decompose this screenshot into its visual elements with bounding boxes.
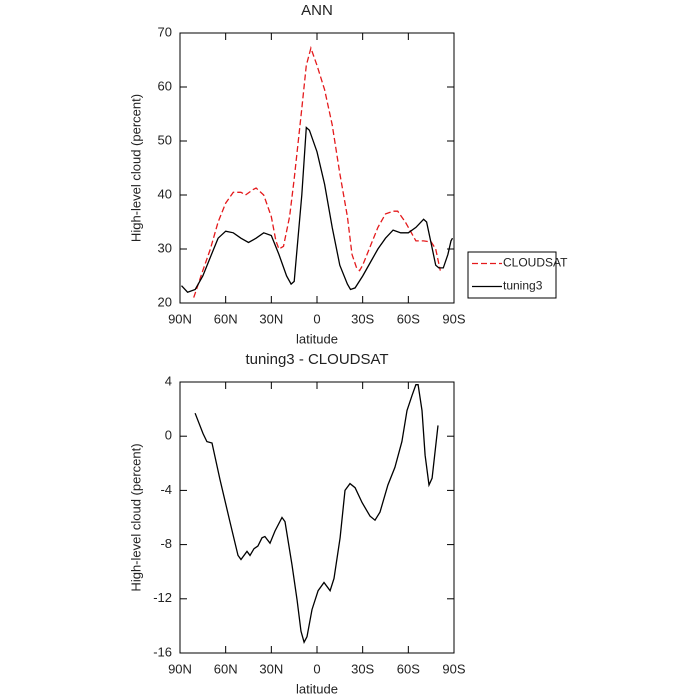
y-tick-label: 20: [158, 294, 172, 309]
x-tick-label: 90N: [168, 661, 192, 676]
x-tick-label: 30S: [351, 661, 374, 676]
y-tick-label: -16: [153, 644, 172, 659]
x-tick-label: 30S: [351, 311, 374, 326]
data-line: [194, 384, 439, 644]
y-tick-label: -8: [160, 536, 172, 551]
y-axis-label: High-level cloud (percent): [128, 443, 143, 591]
x-axis-label: latitude: [296, 681, 338, 696]
legend-label: tuning3: [503, 279, 543, 293]
y-tick-label: -12: [153, 590, 172, 605]
y-tick-label: 4: [165, 373, 172, 388]
x-tick-label: 90S: [442, 661, 465, 676]
y-tick-label: 30: [158, 240, 172, 255]
y-tick-label: 70: [158, 24, 172, 39]
y-tick-label: 40: [158, 186, 172, 201]
y-tick-label: -4: [160, 482, 172, 497]
y-tick-label: 0: [165, 428, 172, 443]
data-line: [181, 126, 454, 293]
y-tick-label: 50: [158, 132, 172, 147]
legend-label: CLOUDSAT: [503, 256, 568, 270]
data-line: [193, 45, 441, 298]
x-tick-label: 90N: [168, 311, 192, 326]
y-axis-label: High-level cloud (percent): [128, 94, 143, 242]
x-tick-label: 90S: [442, 311, 465, 326]
plot-frame: [179, 381, 455, 654]
x-tick-label: 60N: [214, 311, 238, 326]
x-tick-label: 60S: [397, 661, 420, 676]
x-tick-label: 0: [313, 661, 320, 676]
chart-title: tuning3 - CLOUDSAT: [245, 351, 388, 368]
x-axis-label: latitude: [296, 331, 338, 346]
y-tick-label: 60: [158, 78, 172, 93]
x-tick-label: 60S: [397, 311, 420, 326]
x-tick-label: 60N: [214, 661, 238, 676]
x-tick-label: 0: [313, 311, 320, 326]
plot-frame: [179, 32, 455, 304]
x-tick-label: 30N: [259, 661, 283, 676]
x-tick-label: 30N: [259, 311, 283, 326]
chart-title: ANN: [301, 2, 333, 19]
legend-box: [467, 251, 557, 299]
